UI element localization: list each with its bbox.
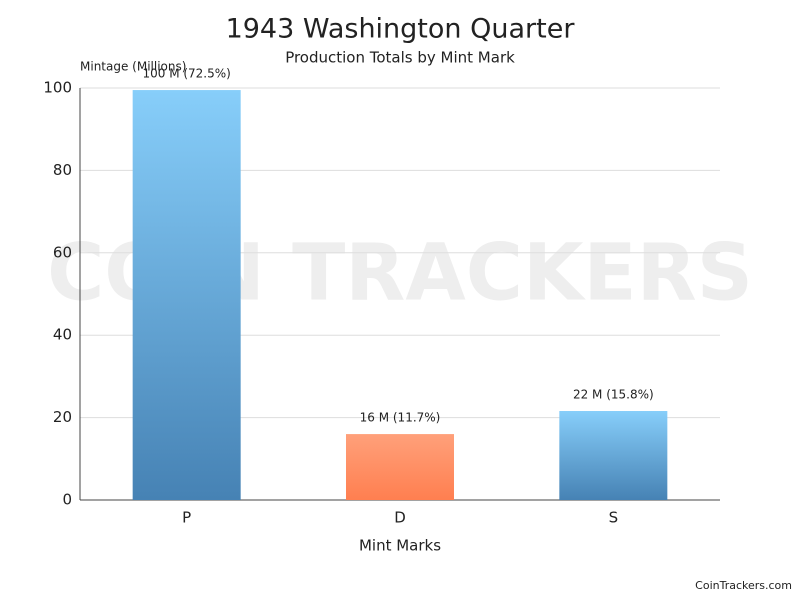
bar [346,434,454,500]
bar [559,411,668,500]
x-tick-label: P [182,509,191,527]
x-axis-label: Mint Marks [359,537,441,555]
y-tick-label: 20 [53,408,72,426]
bar [132,90,241,500]
y-tick-label: 60 [53,243,72,261]
footer: CoinTrackers.com [695,579,792,592]
x-tick-label: D [394,509,406,527]
value-label: 16 M (11.7%) [360,411,441,425]
value-label: 100 M (72.5%) [142,67,230,81]
x-tick-label: S [609,509,619,527]
y-tick-label: 0 [62,491,72,509]
y-tick-label: 40 [53,326,72,344]
chart-subtitle: Production Totals by Mint Mark [285,49,515,67]
y-axis-label: Mintage (Millions) [80,60,186,74]
chart-title: 1943 Washington Quarter [226,14,576,45]
y-tick-label: 80 [53,161,72,179]
y-tick-label: 100 [43,79,72,97]
value-label: 22 M (15.8%) [573,388,654,402]
